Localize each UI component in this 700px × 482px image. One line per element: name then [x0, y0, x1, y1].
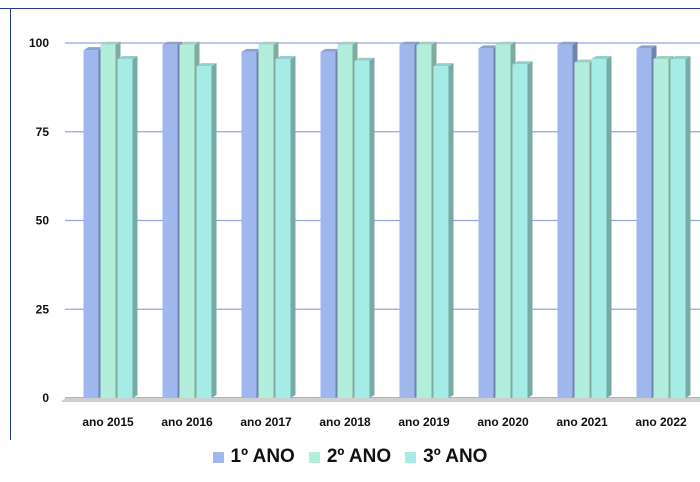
bar-front [478, 48, 494, 398]
bar-front [354, 60, 370, 398]
bar-front [179, 44, 195, 399]
bar-top [196, 63, 217, 67]
bar-front [591, 58, 607, 398]
bar-front [320, 51, 336, 398]
bar-top [162, 41, 183, 45]
bar-front [162, 44, 178, 399]
bar [433, 63, 454, 398]
y-tick-label: 75 [36, 125, 50, 139]
x-tick-label: ano 2017 [240, 415, 292, 429]
bar-side [132, 55, 138, 398]
legend-item: 3º ANO [405, 446, 487, 468]
bar-top [179, 41, 200, 45]
bar-top [354, 57, 375, 61]
x-tick-label: ano 2020 [477, 415, 529, 429]
bar-front [337, 44, 353, 399]
bar-top [399, 41, 420, 45]
bar-top [670, 55, 691, 59]
bar [196, 63, 217, 398]
x-axis: ano 2015 ano 2016 ano 2017 ano 2018 ano 2019… [82, 415, 687, 429]
y-axis: 0 25 50 75 100 [29, 36, 49, 405]
bar-side [211, 63, 217, 398]
y-tick-label: 100 [29, 36, 49, 50]
bar-front [670, 58, 686, 398]
bar-top [512, 61, 533, 65]
bar-front [258, 44, 274, 399]
bar-top [241, 48, 262, 52]
bar [117, 55, 138, 398]
bar-top [275, 55, 296, 59]
bar-top [495, 41, 516, 45]
bar-top [591, 55, 612, 59]
bar-front [196, 66, 212, 398]
bar-top [258, 41, 279, 45]
bar-front [275, 58, 291, 398]
y-tick-label: 50 [36, 214, 50, 228]
bar-top [636, 45, 657, 49]
legend-swatch [212, 451, 224, 463]
bar-top [100, 41, 121, 45]
bar-top [574, 59, 595, 63]
y-tick-label: 25 [36, 302, 50, 316]
bar [670, 55, 691, 398]
bar-front [557, 44, 573, 399]
bar [354, 57, 375, 398]
x-tick-label: ano 2015 [82, 415, 134, 429]
bar-top [117, 55, 138, 59]
bar-top [337, 41, 358, 45]
x-tick-label: ano 2018 [319, 415, 371, 429]
bar [512, 61, 533, 399]
bar-top [557, 41, 578, 45]
y-tick-label: 0 [42, 391, 49, 405]
bar-front [83, 50, 99, 398]
bar-side [448, 63, 454, 398]
bar-top [433, 63, 454, 67]
bar-front [117, 58, 133, 398]
bar-front [416, 44, 432, 399]
x-tick-label: ano 2016 [161, 415, 213, 429]
legend-swatch [308, 451, 320, 463]
bar-side [290, 55, 296, 398]
legend-swatch [405, 451, 417, 463]
legend-label: 3º ANO [423, 446, 488, 467]
x-tick-label: ano 2021 [556, 415, 608, 429]
bar-top [320, 48, 341, 52]
bar [275, 55, 296, 398]
bar-front [495, 44, 511, 399]
bar-side [606, 55, 612, 398]
legend-label: 1º ANO [230, 446, 295, 467]
bar-top [83, 47, 104, 51]
legend-item: 1º ANO [212, 446, 295, 468]
bar-side [685, 55, 691, 398]
x-tick-label: ano 2022 [635, 415, 687, 429]
bar-front [100, 44, 116, 399]
legend-item: 2º ANO [308, 446, 392, 468]
bar-side [369, 57, 375, 398]
bar-top [416, 41, 437, 45]
bar [591, 55, 612, 398]
legend-label: 2º ANO [326, 446, 392, 467]
bar-front [399, 44, 415, 399]
legend: 1º ANO 2º ANO 3º ANO [0, 443, 700, 471]
bar-top [478, 45, 499, 49]
bar-front [241, 51, 257, 398]
bar-front [512, 64, 528, 399]
bars [83, 41, 691, 399]
bar-front [574, 62, 590, 399]
bar-front [433, 66, 449, 398]
bar-side [527, 61, 533, 399]
x-tick-label: ano 2019 [398, 415, 450, 429]
bar-front [636, 48, 652, 398]
chart-floor [61, 398, 700, 402]
bar-top [653, 55, 674, 59]
bar-front [653, 58, 669, 398]
